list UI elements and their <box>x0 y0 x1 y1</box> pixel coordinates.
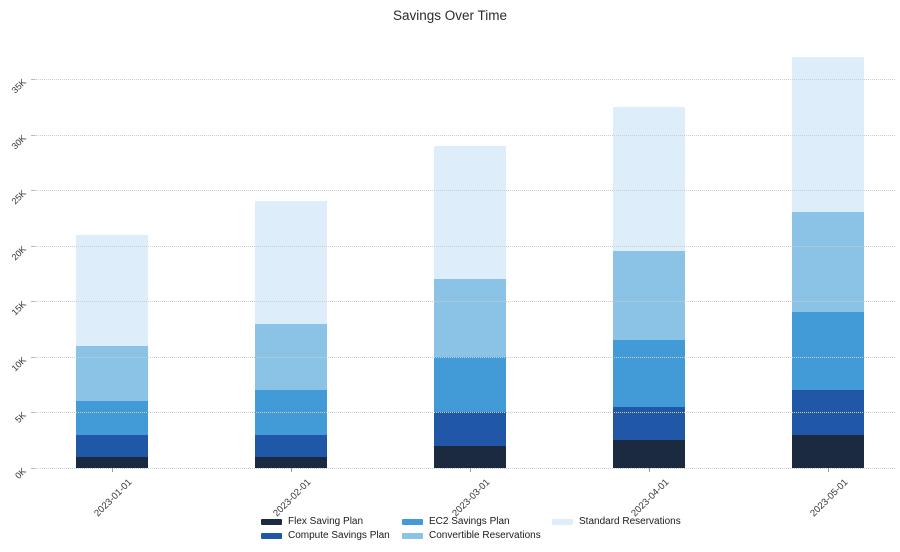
bar-segment[interactable] <box>792 390 864 435</box>
bar-segment[interactable] <box>792 434 864 468</box>
legend-label: EC2 Savings Plan <box>429 516 510 527</box>
gridline <box>35 356 895 358</box>
legend-swatch-icon <box>261 532 282 539</box>
legend-label: Standard Reservations <box>579 516 681 527</box>
legend-column: Standard Reservations <box>552 516 681 527</box>
bar-segment[interactable] <box>434 145 506 280</box>
legend-label: Convertible Reservations <box>429 530 541 541</box>
x-axis-tick <box>470 468 471 472</box>
gridline <box>35 134 895 136</box>
legend-column: EC2 Savings Plan Convertible Reservations <box>402 516 541 541</box>
bar-segment[interactable] <box>613 106 685 252</box>
bar-segment[interactable] <box>255 434 327 457</box>
x-axis-tick <box>291 468 292 472</box>
y-axis-tick <box>31 245 35 247</box>
gridline <box>35 79 895 80</box>
bar-segment[interactable] <box>76 434 148 457</box>
x-axis-tick <box>112 468 113 472</box>
gridline <box>35 190 895 192</box>
bar-segment[interactable] <box>792 312 864 391</box>
bar-segment[interactable] <box>434 412 506 446</box>
bar-segment[interactable] <box>76 401 148 435</box>
x-axis-tick-label: 2023-02-01 <box>271 477 314 520</box>
x-axis-tick-label: 2023-04-01 <box>629 477 672 520</box>
legend-column: Flex Saving Plan Compute Savings Plan <box>261 516 390 541</box>
legend-swatch-icon <box>402 532 423 539</box>
bar-segment[interactable] <box>434 279 506 357</box>
y-axis-tick-label: 15K <box>9 299 28 318</box>
bar-segment[interactable] <box>255 201 327 324</box>
legend-item[interactable]: Convertible Reservations <box>402 530 541 541</box>
y-axis-tick-label: 5K <box>13 410 28 426</box>
gridline <box>35 301 895 303</box>
bar-segment[interactable] <box>613 406 685 441</box>
y-axis-tick <box>31 134 35 136</box>
bar-segment[interactable] <box>255 323 327 391</box>
y-axis-tick-label: 35K <box>9 76 28 96</box>
legend-swatch-icon <box>402 518 423 525</box>
x-axis-tick-label: 2023-05-01 <box>808 477 851 520</box>
gridline <box>35 468 895 469</box>
x-axis-tick <box>649 468 650 472</box>
y-axis-tick-label: 20K <box>9 243 28 263</box>
bar-segment[interactable] <box>76 234 148 346</box>
x-axis-tick <box>828 468 829 472</box>
bar-segment[interactable] <box>434 356 506 413</box>
y-axis-tick-label: 10K <box>9 354 28 374</box>
bar-segment[interactable] <box>255 390 327 435</box>
legend-item[interactable]: EC2 Savings Plan <box>402 516 541 527</box>
y-axis-tick-label: 30K <box>9 132 28 151</box>
legend-swatch-icon <box>552 518 573 525</box>
gridline <box>35 245 895 247</box>
bar-segment[interactable] <box>613 440 685 468</box>
legend-item[interactable]: Standard Reservations <box>552 516 681 527</box>
x-axis-tick-label: 2023-03-01 <box>450 477 493 520</box>
y-axis-tick <box>31 190 35 192</box>
bar-segment[interactable] <box>613 340 685 407</box>
legend-label: Flex Saving Plan <box>288 516 364 527</box>
bar-segment[interactable] <box>792 212 864 313</box>
y-axis-tick-label: 25K <box>9 188 28 207</box>
y-axis-tick <box>31 301 35 303</box>
chart-title: Savings Over Time <box>392 8 508 23</box>
legend-item[interactable]: Compute Savings Plan <box>261 530 390 541</box>
bar-segment[interactable] <box>76 456 148 468</box>
y-axis-tick <box>31 79 35 80</box>
bar-segment[interactable] <box>613 251 685 341</box>
gridline <box>35 412 895 414</box>
legend-label: Compute Savings Plan <box>288 530 390 541</box>
bar-segment[interactable] <box>434 445 506 468</box>
x-axis-tick-label: 2023-01-01 <box>92 477 135 520</box>
legend-swatch-icon <box>261 518 282 525</box>
y-axis-tick <box>31 468 35 469</box>
bar-segment[interactable] <box>76 345 148 402</box>
y-axis-tick <box>31 412 35 414</box>
y-axis-tick-label: 0K <box>13 465 28 481</box>
y-axis-tick <box>31 356 35 358</box>
legend-item[interactable]: Flex Saving Plan <box>261 516 390 527</box>
bar-segment[interactable] <box>255 456 327 468</box>
